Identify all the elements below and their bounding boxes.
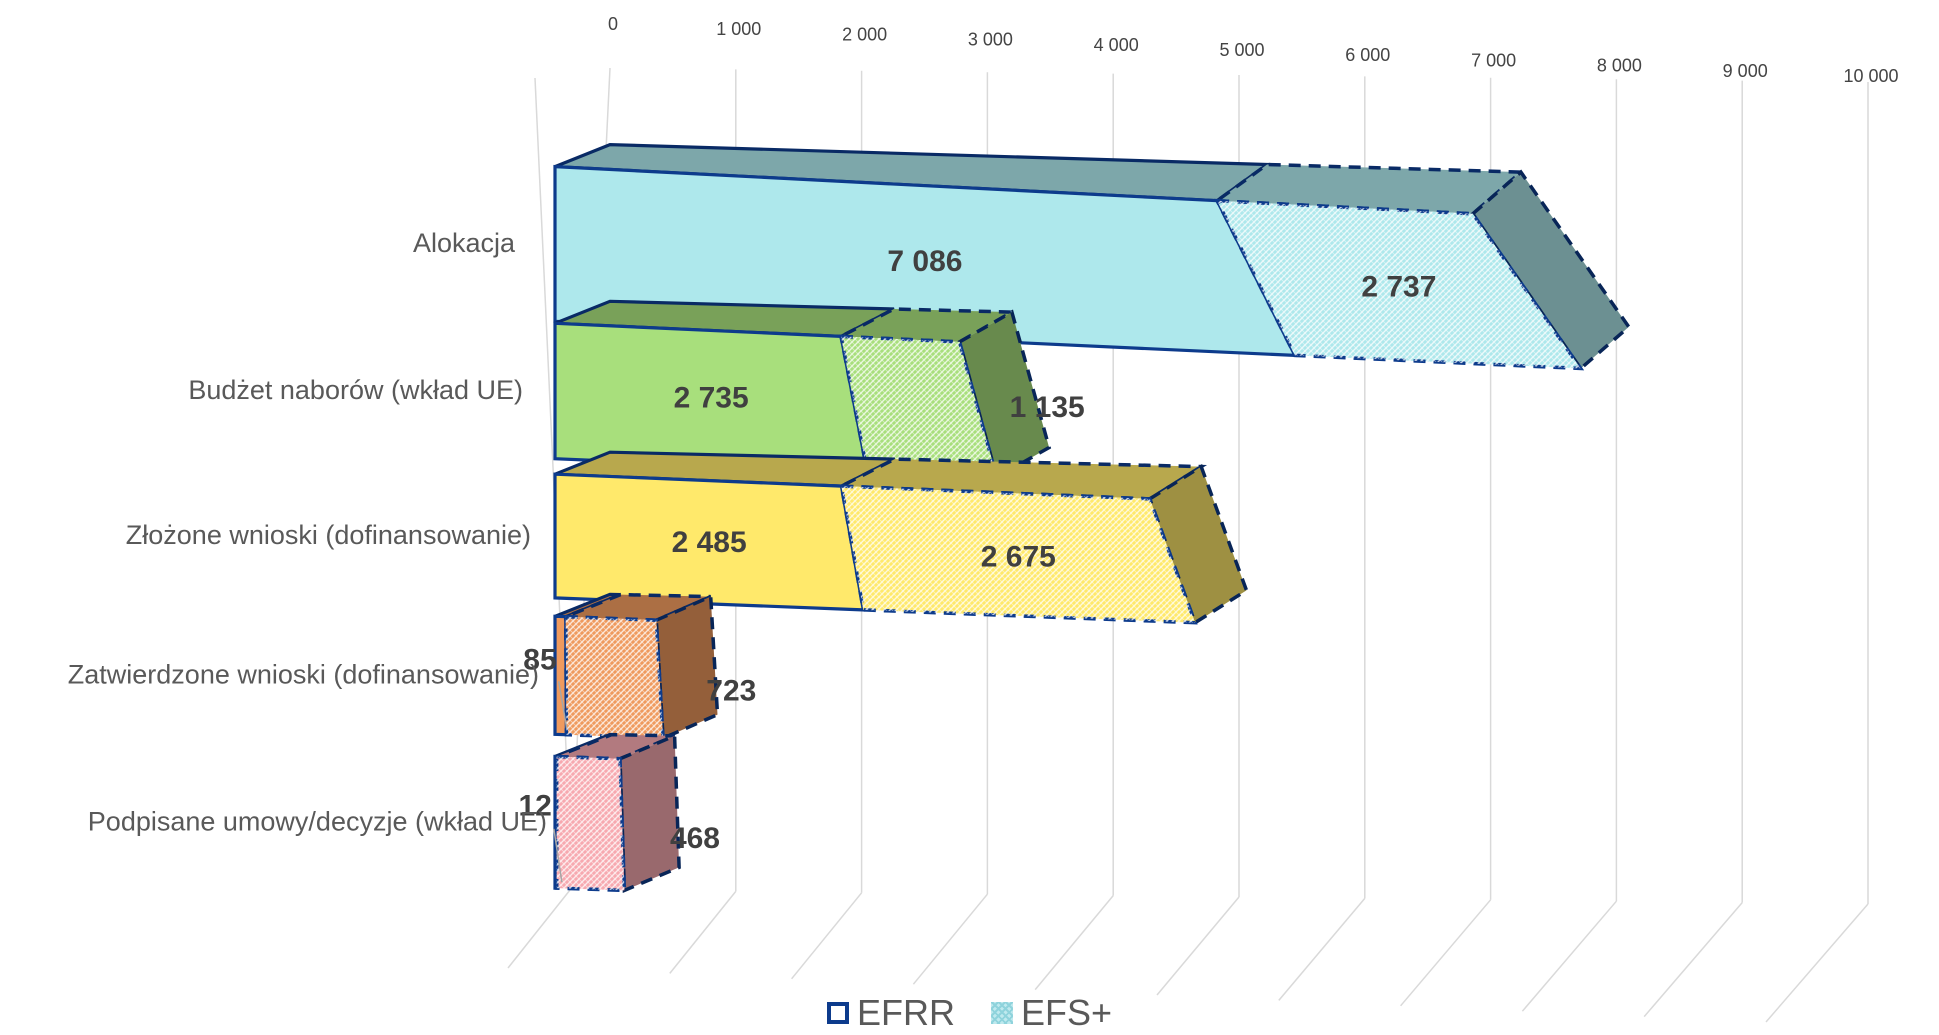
tick-label: 10 000 xyxy=(1843,66,1898,86)
tick-label: 8 000 xyxy=(1597,56,1642,76)
category-label: Budżet naborów (wkład UE) xyxy=(188,375,523,405)
legend-label-efs: EFS+ xyxy=(1020,992,1113,1033)
category-label: Złożone wnioski (dofinansowanie) xyxy=(126,520,531,550)
bar-side-face-efs xyxy=(618,733,681,893)
category-label: Zatwierdzone wnioski (dofinansowanie) xyxy=(68,659,539,689)
legend: EFRR EFS+ xyxy=(0,992,1939,1034)
floor-line xyxy=(669,890,737,974)
leader-line xyxy=(553,828,563,883)
floor-line xyxy=(1521,900,1617,1012)
legend-item-efrr[interactable]: EFRR xyxy=(826,992,955,1034)
tick-label: 1 000 xyxy=(716,19,761,39)
legend-item-efs[interactable]: EFS+ xyxy=(990,992,1113,1034)
bar-top-face-efs xyxy=(834,307,1019,344)
floor-line xyxy=(791,892,863,980)
floor-line xyxy=(912,893,988,985)
data-label-efs: 723 xyxy=(706,674,756,707)
data-label-efrr: 12 xyxy=(518,790,551,823)
tick-label: 9 000 xyxy=(1723,61,1768,81)
tick-label: 6 000 xyxy=(1345,45,1390,65)
data-label-efs: 468 xyxy=(670,822,720,855)
floor-line xyxy=(1400,899,1492,1007)
legend-swatch-efrr xyxy=(826,1002,849,1024)
category-label: Alokacja xyxy=(413,228,516,258)
tick-label: 3 000 xyxy=(968,30,1013,50)
data-label-efrr: 2 485 xyxy=(672,526,747,559)
bars xyxy=(553,142,1632,893)
floor-line xyxy=(507,889,571,969)
x-axis-ticks: 0 1 000 2 000 3 000 4 000 5 000 6 000 7 000 8 00… xyxy=(608,14,1899,86)
category-labels: Alokacja Budżet naborów (wkład UE) Złożone… xyxy=(68,228,547,836)
category-label: Podpisane umowy/decyzje (wkład UE) xyxy=(88,806,547,836)
tick-label: 0 xyxy=(608,14,618,34)
floor-line xyxy=(1156,896,1240,996)
tick-label: 7 000 xyxy=(1471,50,1516,70)
bar-efs[interactable] xyxy=(554,754,627,893)
data-label-efs: 1 135 xyxy=(1010,391,1085,424)
bar-side-face-efs xyxy=(654,593,720,741)
data-label-efrr: 2 735 xyxy=(674,382,749,415)
leader-line xyxy=(557,681,568,729)
legend-swatch-efs xyxy=(990,1002,1013,1024)
data-label-efs: 2 737 xyxy=(1361,271,1436,304)
tick-label: 4 000 xyxy=(1094,35,1139,55)
tick-label: 5 000 xyxy=(1219,40,1264,60)
data-label-efs: 2 675 xyxy=(981,540,1056,573)
data-labels: 7 086 2 737 2 735 1 135 2 485 2 675 85 723 12 468 xyxy=(518,245,1436,883)
floor-line xyxy=(1278,897,1366,1001)
floor-line xyxy=(1643,902,1743,1018)
legend-label-efrr: EFRR xyxy=(856,992,955,1033)
data-label-efrr: 7 086 xyxy=(887,245,962,278)
floor-line xyxy=(1034,895,1114,991)
tick-label: 2 000 xyxy=(842,24,887,44)
data-label-efrr: 85 xyxy=(523,643,556,676)
bar-efs[interactable] xyxy=(563,614,665,741)
floor-line xyxy=(1765,903,1869,1023)
